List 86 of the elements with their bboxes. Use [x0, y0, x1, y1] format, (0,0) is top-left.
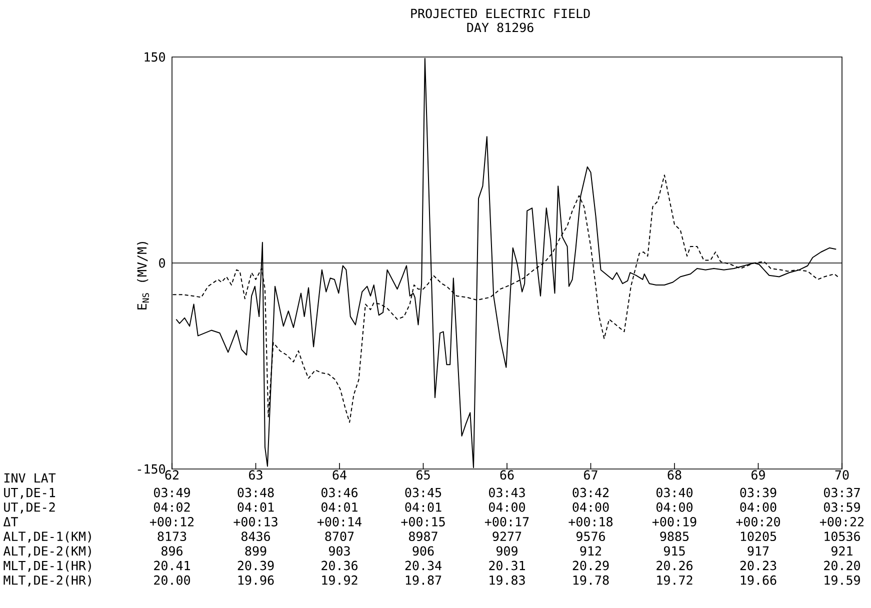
- y-tick-label: 150: [144, 52, 165, 62]
- text: 19.83: [490, 575, 525, 585]
- text: 899: [245, 546, 266, 556]
- x-tick-label: 64: [332, 470, 346, 480]
- text: 20.00: [154, 575, 190, 585]
- text: 912: [580, 546, 601, 556]
- text: 903: [328, 546, 350, 556]
- text: 20.29: [572, 560, 609, 570]
- text: 04:00: [740, 502, 776, 512]
- text: 8707: [325, 532, 354, 542]
- text: 04:01: [238, 502, 274, 512]
- text: 20.34: [405, 560, 442, 570]
- text: +00:14: [317, 517, 362, 526]
- text: +00:19: [652, 517, 696, 526]
- text: 03:59: [824, 502, 860, 512]
- text: 9576: [576, 532, 605, 542]
- text: 19.59: [824, 575, 860, 585]
- text: 03:48: [238, 488, 274, 498]
- text: 909: [496, 546, 518, 556]
- text: 04:00: [656, 502, 692, 512]
- text: 04:00: [572, 502, 609, 512]
- text: E$_{NS}$ (MV/M): [137, 242, 149, 310]
- text: 906: [412, 546, 434, 556]
- x-tick-label: 62: [165, 470, 178, 480]
- text: MLT,DE-2(HR): [4, 575, 91, 586]
- y-tick-label: 0: [159, 258, 165, 268]
- text: +00:22: [820, 517, 864, 526]
- text: 04:01: [322, 502, 358, 512]
- text: 8436: [242, 532, 270, 542]
- text: 03:45: [405, 488, 442, 498]
- text: +00:15: [401, 517, 445, 526]
- text: 20.23: [740, 560, 776, 570]
- x-tick-label: 67: [584, 470, 598, 480]
- text: 04:02: [154, 502, 190, 512]
- text: 03:40: [656, 488, 692, 498]
- x-tick-label: 69: [752, 470, 765, 480]
- text: 10205: [740, 532, 776, 542]
- text: 20.31: [489, 560, 525, 570]
- text: INV LAT: [4, 473, 56, 482]
- text: UT,DE-1: [4, 488, 56, 499]
- text: 896: [162, 546, 182, 556]
- text: 921: [831, 546, 852, 556]
- text: 03:37: [824, 488, 860, 498]
- x-tick-label: 70: [835, 470, 849, 480]
- text: 03:39: [740, 488, 776, 498]
- text: ALT,DE-1(KM): [3, 531, 91, 543]
- text: UT,DE-2: [4, 502, 55, 514]
- text: MLT,DE-1(HR): [4, 560, 91, 572]
- text: 9885: [660, 532, 689, 542]
- text: 20.26: [656, 560, 692, 570]
- text: +00:17: [484, 517, 529, 526]
- text: 04:00: [489, 502, 525, 512]
- text: ALT,DE-2(KM): [3, 546, 91, 558]
- text: +00:18: [568, 517, 613, 526]
- text: +00:12: [150, 517, 194, 526]
- y-tick-label: -150: [138, 464, 165, 474]
- text: 20.39: [238, 560, 274, 570]
- text: +00:20: [736, 517, 780, 526]
- text: ΔT: [3, 517, 18, 526]
- chart-subtitle: DAY 81296: [467, 22, 534, 32]
- text: 03:42: [572, 488, 608, 498]
- text: 19.92: [322, 575, 358, 585]
- text: 19.72: [657, 575, 692, 585]
- text: 19.66: [740, 575, 776, 585]
- text: 19.96: [238, 575, 274, 585]
- text: 10536: [824, 532, 860, 542]
- x-tick-label: 66: [500, 470, 514, 480]
- x-tick-label: 68: [668, 470, 682, 480]
- x-tick-label: 63: [249, 470, 262, 480]
- text: 20.20: [824, 560, 860, 570]
- text: 20.41: [154, 560, 190, 570]
- text: 20.36: [322, 560, 358, 570]
- text: 8987: [409, 532, 438, 542]
- text: 03:46: [322, 488, 358, 498]
- text: 03:49: [154, 488, 190, 498]
- text: 03:43: [489, 488, 525, 498]
- chart-title: PROJECTED ELECTRIC FIELD: [411, 8, 590, 18]
- text: 04:01: [405, 502, 442, 512]
- text: 19.87: [406, 575, 442, 585]
- text: 8173: [158, 532, 186, 542]
- text: 917: [748, 546, 769, 556]
- text: 9277: [492, 532, 522, 542]
- text: +00:13: [234, 517, 278, 526]
- text: 19.78: [573, 575, 609, 585]
- x-tick-label: 65: [416, 470, 430, 480]
- text: 915: [664, 546, 685, 556]
